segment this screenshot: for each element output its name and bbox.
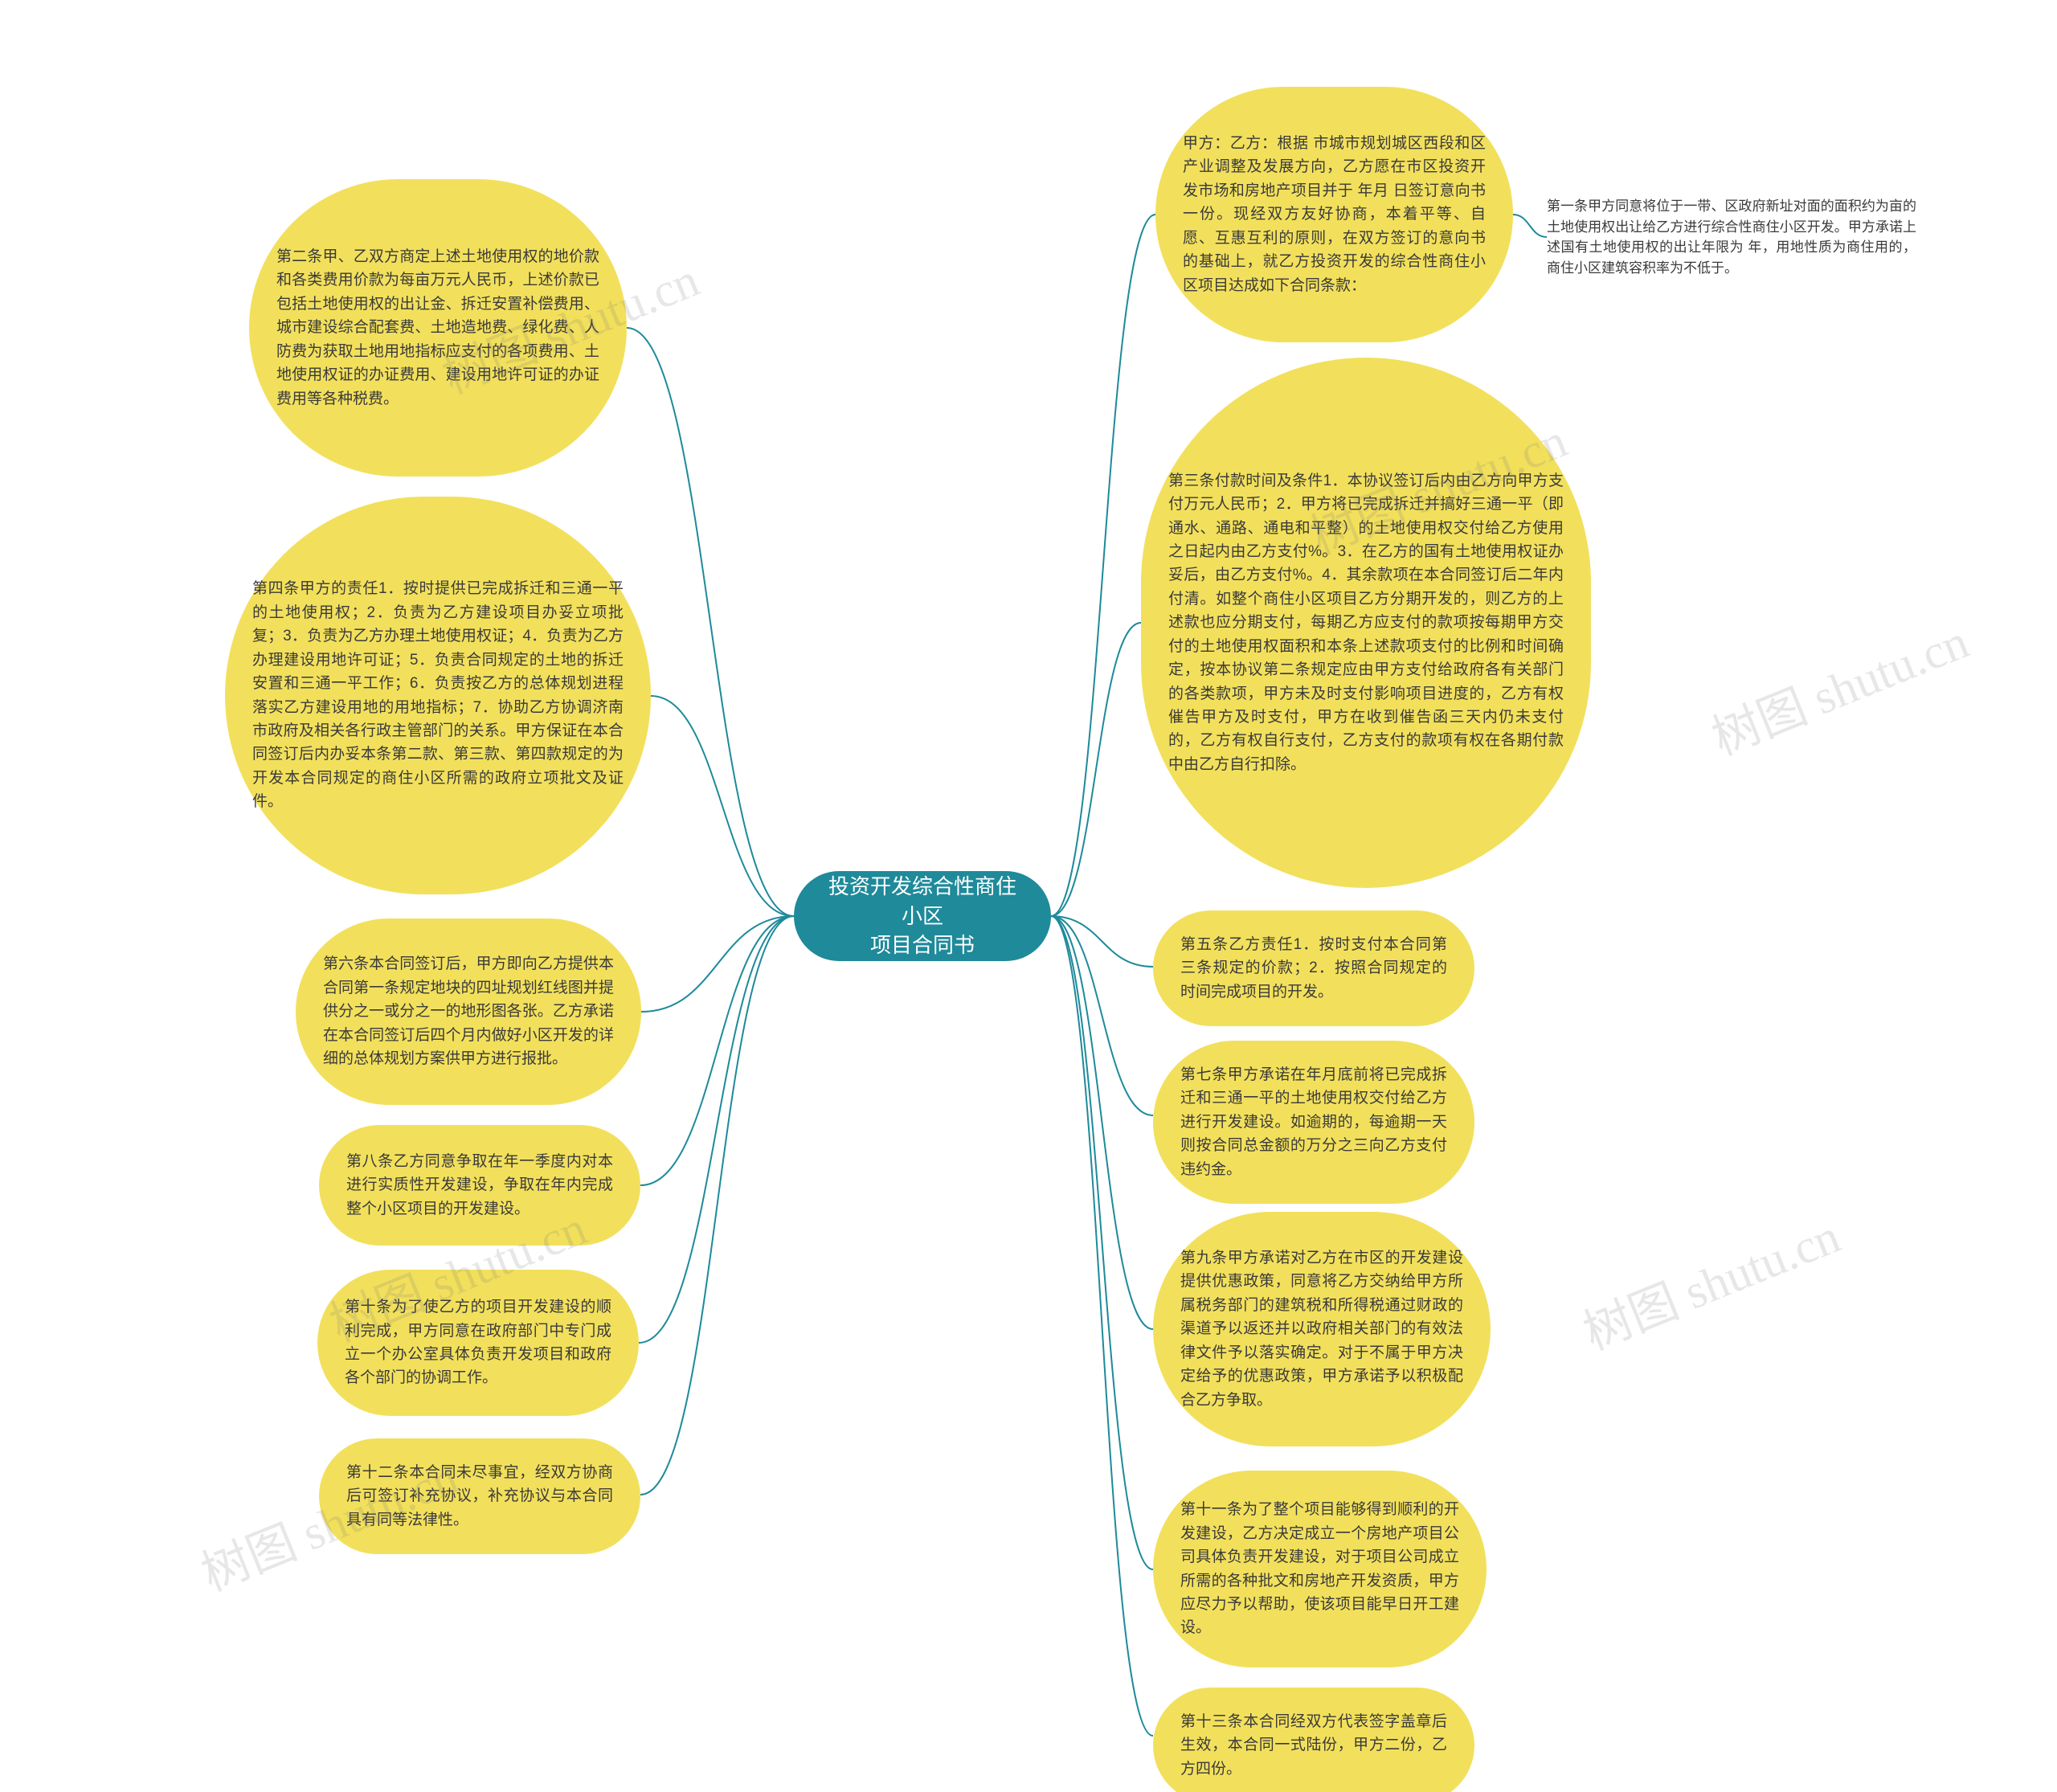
node-text: 第十一条为了整个项目能够得到顺利的开发建设，乙方决定成立一个房地产项目公司具体负…: [1180, 1498, 1459, 1640]
watermark: 树图 shutu.cn: [1700, 603, 1977, 769]
node-text: 第九条甲方承诺对乙方在市区的开发建设提供优惠政策，同意将乙方交纳给甲方所属税务部…: [1180, 1246, 1463, 1412]
node-text: 第二条甲、乙双方商定上述土地使用权的地价款和各类费用价款为每亩万元人民币，上述价…: [276, 245, 599, 411]
node-text: 第十条为了使乙方的项目开发建设的顺利完成，甲方同意在政府部门中专门成立一个办公室…: [345, 1295, 611, 1390]
left-node-l6: 第十二条本合同未尽事宜，经双方协商后可签订补充协议，补充协议与本合同具有同等法律…: [319, 1438, 640, 1554]
node-text: 第六条本合同签订后，甲方即向乙方提供本合同第一条规定地块的四址规划红线图并提供分…: [323, 952, 614, 1070]
right-node-r2: 第三条付款时间及条件1．本协议签订后内由乙方向甲方支付万元人民币；2．甲方将已完…: [1141, 358, 1591, 888]
node-text: 第十三条本合同经双方代表签字盖章后生效，本合同一式陆份，甲方二份，乙方四份。: [1180, 1710, 1447, 1781]
edge: [1051, 916, 1153, 1569]
node-text: 第四条甲方的责任1．按时提供已完成拆迁和三通一平的土地使用权；2．负责为乙方建设…: [252, 577, 624, 813]
node-text: 第八条乙方同意争取在年一季度内对本进行实质性开发建设，争取在年内完成整个小区项目…: [346, 1150, 613, 1221]
left-node-l3: 第六条本合同签订后，甲方即向乙方提供本合同第一条规定地块的四址规划红线图并提供分…: [296, 919, 641, 1105]
node-text: 第五条乙方责任1．按时支付本合同第三条规定的价款；2．按照合同规定的时间完成项目…: [1180, 933, 1447, 1004]
node-text: 第一条甲方同意将位于一带、区政府新址对面的面积约为亩的土地使用权出让给乙方进行综…: [1547, 196, 1916, 278]
center-label: 投资开发综合性商住小区 项目合同书: [821, 872, 1024, 959]
edge: [641, 916, 794, 1012]
edge: [1051, 916, 1153, 1115]
watermark: 树图 shutu.cn: [1572, 1197, 1849, 1364]
edge: [1051, 623, 1141, 916]
left-node-l2: 第四条甲方的责任1．按时提供已完成拆迁和三通一平的土地使用权；2．负责为乙方建设…: [225, 497, 651, 894]
right-node-r1b: 第一条甲方同意将位于一带、区政府新址对面的面积约为亩的土地使用权出让给乙方进行综…: [1547, 173, 1916, 301]
edge: [640, 916, 794, 1185]
right-node-r3: 第五条乙方责任1．按时支付本合同第三条规定的价款；2．按照合同规定的时间完成项目…: [1153, 910, 1474, 1026]
right-node-r1: 甲方：乙方：根据 市城市规划城区西段和区产业调整及发展方向，乙方愿在市区投资开发…: [1155, 87, 1513, 342]
left-node-l1: 第二条甲、乙双方商定上述土地使用权的地价款和各类费用价款为每亩万元人民币，上述价…: [249, 179, 627, 477]
right-node-r7: 第十三条本合同经双方代表签字盖章后生效，本合同一式陆份，甲方二份，乙方四份。: [1153, 1688, 1474, 1792]
edge: [640, 916, 794, 1495]
right-node-r6: 第十一条为了整个项目能够得到顺利的开发建设，乙方决定成立一个房地产项目公司具体负…: [1153, 1471, 1487, 1667]
edge: [627, 328, 794, 916]
node-text: 第十二条本合同未尽事宜，经双方协商后可签订补充协议，补充协议与本合同具有同等法律…: [346, 1461, 613, 1532]
left-node-l5: 第十条为了使乙方的项目开发建设的顺利完成，甲方同意在政府部门中专门成立一个办公室…: [317, 1270, 639, 1416]
edge: [651, 696, 794, 916]
node-text: 第七条甲方承诺在年月底前将已完成拆迁和三通一平的土地使用权交付给乙方进行开发建设…: [1180, 1063, 1447, 1181]
edge: [1513, 215, 1547, 237]
right-node-r5: 第九条甲方承诺对乙方在市区的开发建设提供优惠政策，同意将乙方交纳给甲方所属税务部…: [1153, 1212, 1491, 1446]
node-text: 第三条付款时间及条件1．本协议签订后内由乙方向甲方支付万元人民币；2．甲方将已完…: [1168, 469, 1564, 777]
edge: [1051, 916, 1153, 967]
center-node: 投资开发综合性商住小区 项目合同书: [794, 871, 1051, 961]
right-node-r4: 第七条甲方承诺在年月底前将已完成拆迁和三通一平的土地使用权交付给乙方进行开发建设…: [1153, 1041, 1474, 1204]
left-node-l4: 第八条乙方同意争取在年一季度内对本进行实质性开发建设，争取在年内完成整个小区项目…: [319, 1125, 640, 1246]
node-text: 甲方：乙方：根据 市城市规划城区西段和区产业调整及发展方向，乙方愿在市区投资开发…: [1183, 132, 1486, 297]
edge: [1051, 916, 1153, 1736]
edge: [1051, 215, 1155, 916]
edge: [639, 916, 794, 1343]
edge: [1051, 916, 1153, 1329]
